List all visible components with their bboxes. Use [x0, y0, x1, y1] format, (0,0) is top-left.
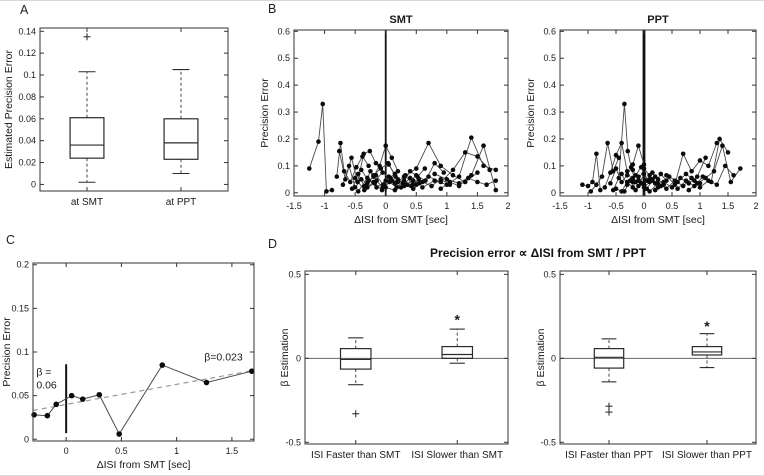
panel-c-line-chart: 0 0.5 1 1.5 0 0.05 0.1 0.15 0.2 ΔISI from SMT [se…	[1, 260, 255, 471]
svg-text:0.06: 0.06	[36, 380, 57, 392]
svg-text:Estimated Precision Error: Estimated Precision Error	[3, 49, 15, 169]
svg-text:at SMT: at SMT	[71, 197, 103, 208]
svg-text:β=0.023: β=0.023	[204, 352, 243, 364]
svg-text:0.6: 0.6	[277, 26, 290, 36]
svg-text:*: *	[455, 312, 461, 328]
svg-text:-1.5: -1.5	[552, 201, 568, 211]
svg-text:*: *	[704, 318, 710, 334]
svg-text:-1: -1	[584, 201, 592, 211]
svg-text:0: 0	[285, 188, 290, 198]
panel-d-label: D	[268, 237, 278, 251]
svg-text:1: 1	[174, 446, 179, 456]
svg-text:0.15: 0.15	[11, 303, 29, 313]
svg-text:PPT: PPT	[647, 14, 669, 26]
svg-text:0.4: 0.4	[277, 80, 290, 90]
svg-text:1.5: 1.5	[722, 201, 735, 211]
svg-text:0.6: 0.6	[543, 26, 556, 36]
svg-text:0.08: 0.08	[18, 92, 36, 102]
svg-text:0.5: 0.5	[543, 269, 556, 279]
svg-text:0.12: 0.12	[18, 48, 36, 58]
svg-text:-1: -1	[321, 201, 329, 211]
svg-text:2: 2	[505, 201, 510, 211]
panel-b-ppt-scatter-chart: -1.5 -1 -0.5 0 0.5 1 1.5 2 0 0.1 0.2 0.3 0.4 0.5 0.6 PP…	[525, 14, 759, 226]
panel-b-label: B	[268, 2, 277, 16]
svg-text:0: 0	[551, 353, 556, 363]
svg-text:ΔISI from SMT [sec]: ΔISI from SMT [sec]	[611, 214, 705, 226]
svg-text:0.04: 0.04	[18, 136, 36, 146]
svg-text:0.06: 0.06	[18, 114, 36, 124]
svg-text:1.5: 1.5	[226, 446, 239, 456]
panel-a-boxplot-chart: 0 0.02 0.04 0.06 0.08 0.1 0.12 0.14 at SMT at PPT…	[3, 26, 229, 208]
svg-text:0.1: 0.1	[277, 161, 290, 171]
panel-d-title: Precision error ∝ ΔISI from SMT / PPT	[430, 246, 646, 260]
svg-text:ISI Faster than SMT: ISI Faster than SMT	[311, 450, 400, 461]
svg-text:0: 0	[24, 434, 29, 444]
svg-text:0: 0	[551, 188, 556, 198]
svg-text:SMT: SMT	[389, 14, 413, 26]
svg-text:-1.5: -1.5	[286, 201, 302, 211]
svg-text:1: 1	[444, 201, 449, 211]
svg-text:0.5: 0.5	[543, 53, 556, 63]
svg-text:0.14: 0.14	[18, 26, 36, 36]
svg-text:0.2: 0.2	[543, 134, 556, 144]
svg-text:Precision Error: Precision Error	[525, 78, 537, 148]
svg-text:0.2: 0.2	[16, 260, 29, 270]
svg-text:ΔISI from SMT [sec]: ΔISI from SMT [sec]	[354, 214, 448, 226]
svg-text:0: 0	[64, 446, 69, 456]
svg-text:0: 0	[31, 179, 36, 189]
svg-text:Precision Error: Precision Error	[259, 78, 271, 148]
svg-text:-0.5: -0.5	[608, 201, 624, 211]
svg-text:0.1: 0.1	[16, 347, 29, 357]
svg-text:0.3: 0.3	[543, 107, 556, 117]
svg-text:0.05: 0.05	[11, 391, 29, 401]
svg-text:0.4: 0.4	[543, 80, 556, 90]
svg-text:0.5: 0.5	[277, 53, 290, 63]
svg-text:-0.5: -0.5	[285, 437, 301, 447]
svg-text:ΔISI from SMT [sec]: ΔISI from SMT [sec]	[97, 459, 191, 471]
svg-text:2: 2	[753, 201, 758, 211]
svg-text:-0.5: -0.5	[347, 201, 363, 211]
svg-text:0.3: 0.3	[277, 107, 290, 117]
svg-text:0: 0	[296, 353, 301, 363]
panel-d-smt-boxplot-chart: * -0.5 0 0.5 ISI Faster than SMT ISI Slower t…	[279, 269, 509, 461]
panel-c-label: C	[6, 233, 16, 247]
svg-text:ISI Faster than PPT: ISI Faster than PPT	[565, 450, 653, 461]
svg-text:0.5: 0.5	[666, 201, 679, 211]
svg-text:at PPT: at PPT	[166, 197, 197, 208]
panel-b-smt-scatter-chart: -1.5 -1 -0.5 0 0.5 1 1.5 2 0 0.1 0.2 0.3 0.4 0.5 0.6 SM…	[259, 14, 511, 226]
svg-text:0.02: 0.02	[18, 158, 36, 168]
svg-text:β Estimation: β Estimation	[279, 328, 291, 386]
svg-text:0.5: 0.5	[288, 269, 301, 279]
svg-text:β =: β =	[36, 367, 51, 379]
svg-text:Precision Error: Precision Error	[1, 317, 13, 387]
svg-text:1: 1	[697, 201, 702, 211]
svg-text:ISI Slower than SMT: ISI Slower than SMT	[411, 450, 503, 461]
svg-text:0: 0	[383, 201, 388, 211]
svg-text:0.1: 0.1	[23, 70, 36, 80]
svg-text:ISI Slower than PPT: ISI Slower than PPT	[662, 450, 752, 461]
svg-text:0.2: 0.2	[277, 134, 290, 144]
svg-text:0.5: 0.5	[115, 446, 128, 456]
svg-text:β Estimation: β Estimation	[535, 328, 547, 386]
svg-text:0: 0	[641, 201, 646, 211]
svg-text:0.1: 0.1	[543, 161, 556, 171]
svg-text:0.5: 0.5	[410, 201, 423, 211]
svg-text:1.5: 1.5	[471, 201, 484, 211]
panel-d-ppt-boxplot-chart: * -0.5 0 0.5 ISI Faster than PPT ISI Slower t…	[535, 269, 757, 461]
panel-a-label: A	[20, 3, 29, 17]
svg-text:-0.5: -0.5	[540, 437, 556, 447]
